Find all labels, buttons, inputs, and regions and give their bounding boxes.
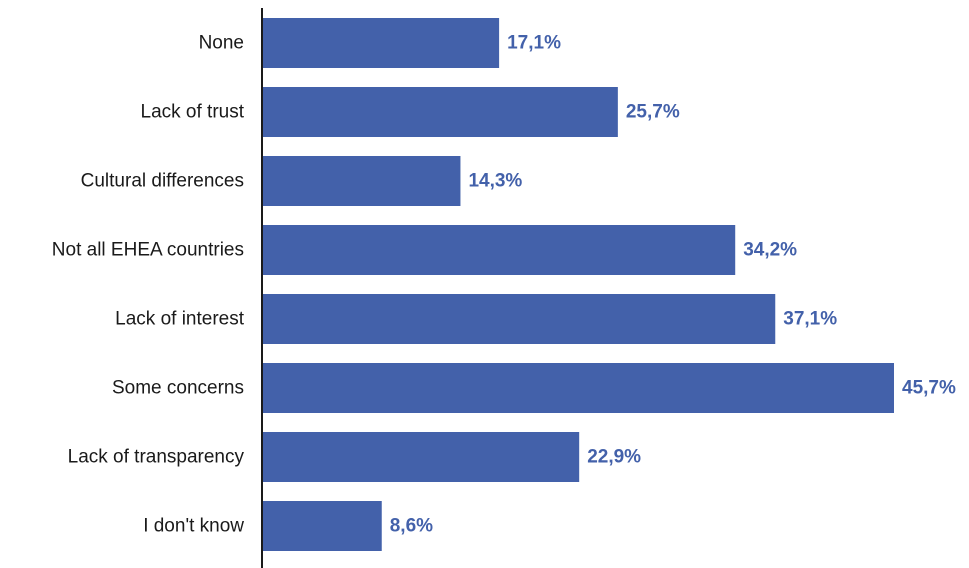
data-label: 17,1% [507, 33, 561, 54]
category-label: Cultural differences [81, 171, 244, 192]
bar [263, 225, 736, 275]
category-label: I don't know [143, 516, 244, 537]
bar [263, 363, 894, 413]
data-label: 14,3% [468, 171, 522, 192]
category-label: None [199, 33, 244, 54]
data-label: 37,1% [783, 309, 837, 330]
bar [263, 18, 500, 68]
bar [263, 432, 580, 482]
bar [263, 294, 776, 344]
category-labels: None Lack of trust Cultural differences Not… [52, 33, 245, 537]
bar [263, 501, 382, 551]
data-label: 22,9% [587, 447, 641, 468]
category-label: Lack of trust [141, 102, 245, 123]
category-label: Some concerns [112, 378, 244, 399]
data-label: 45,7% [902, 378, 956, 399]
bar [263, 156, 461, 206]
data-label: 34,2% [743, 240, 797, 261]
category-label: Not all EHEA countries [52, 240, 244, 261]
category-label: Lack of transparency [68, 447, 245, 468]
data-label: 8,6% [390, 516, 433, 537]
value-labels: 17,1% 25,7% 14,3% 34,2% 37,1% 45,7% 22,9% 8,6% [390, 33, 956, 537]
bars-layer [263, 18, 894, 551]
bar [263, 87, 618, 137]
data-label: 25,7% [626, 102, 680, 123]
category-label: Lack of interest [115, 309, 245, 330]
